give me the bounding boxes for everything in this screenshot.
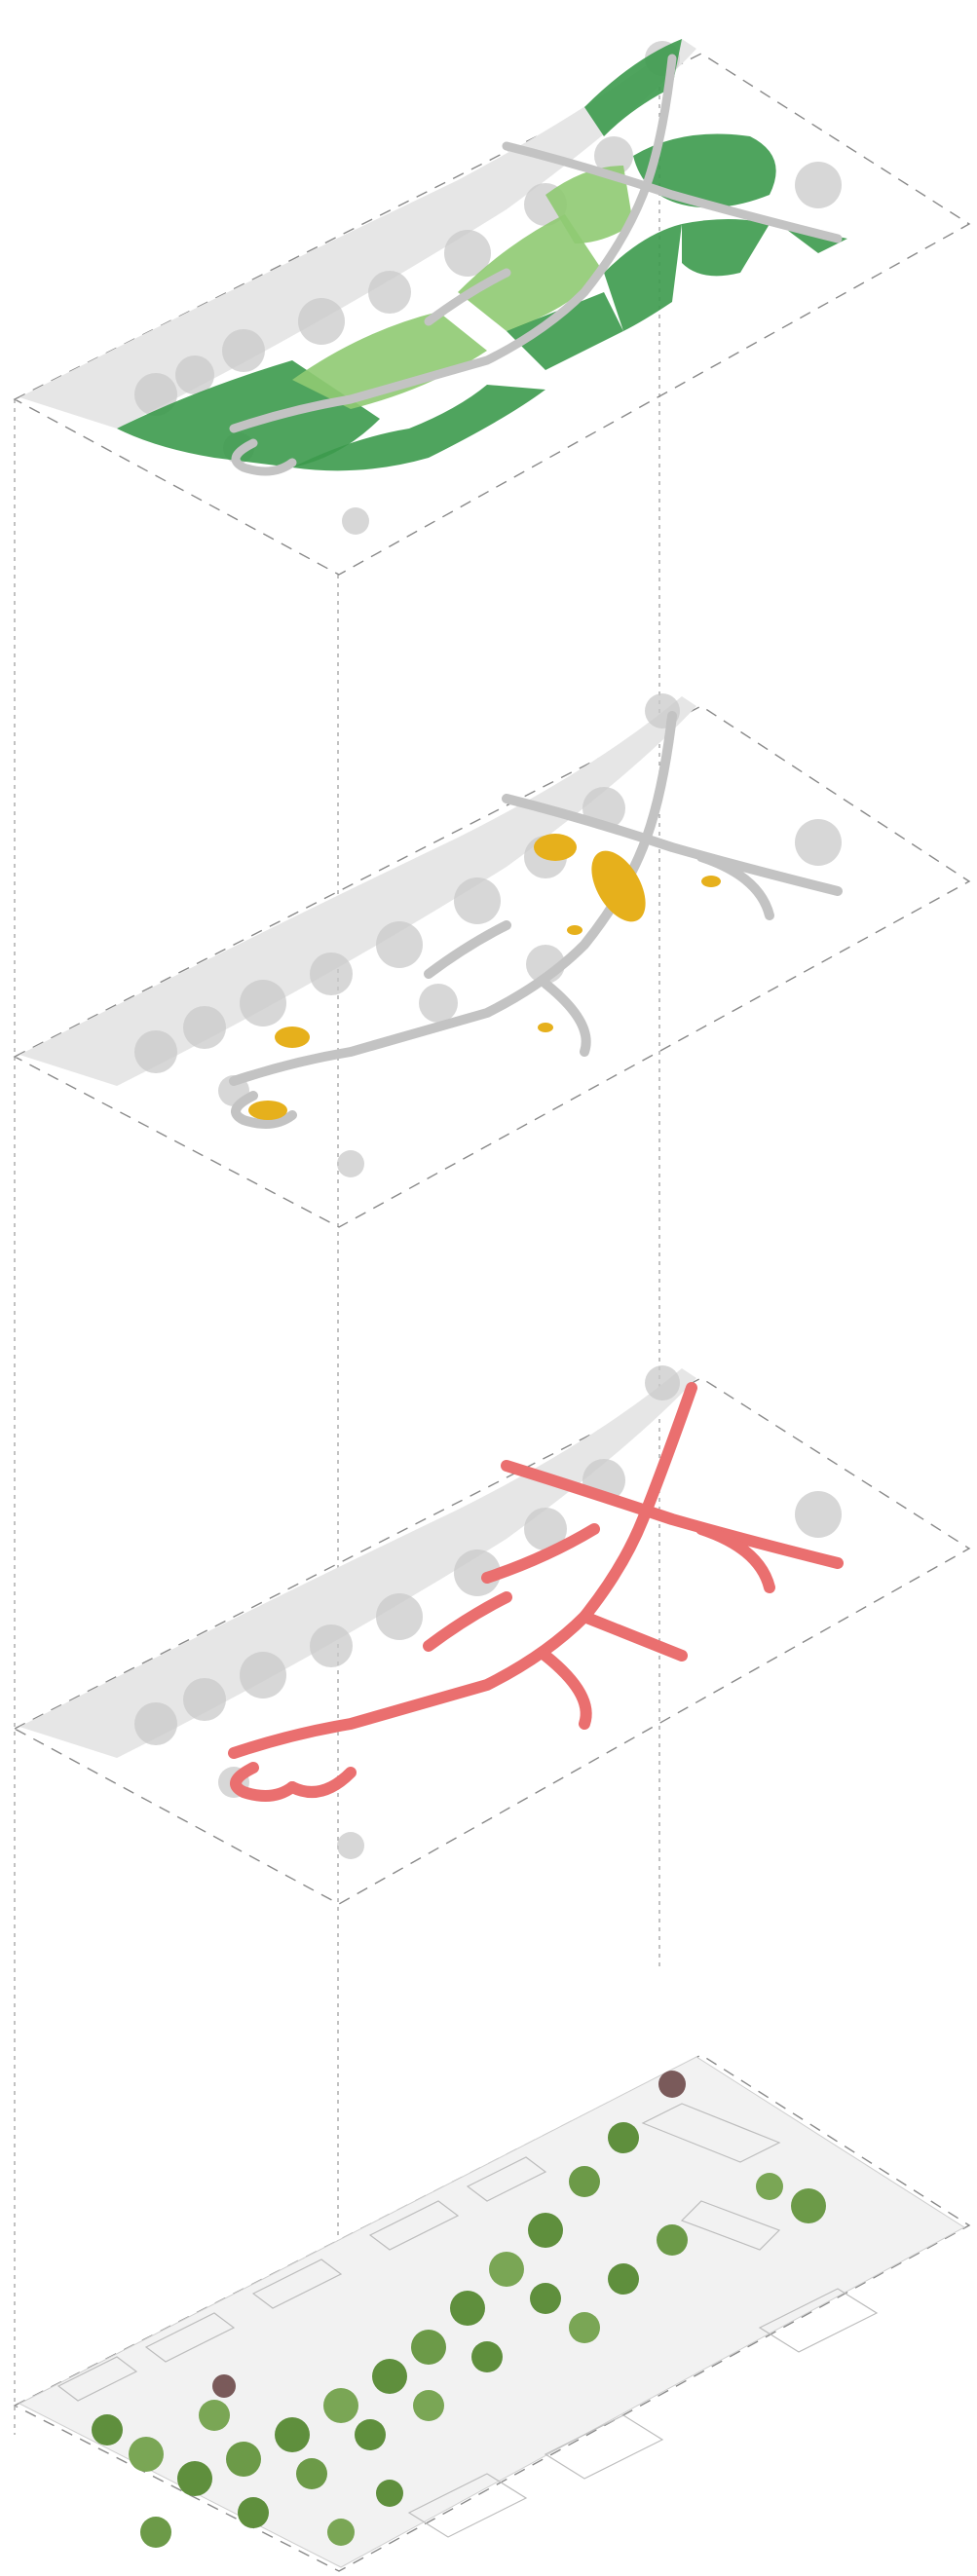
tree-canopy (134, 693, 842, 1177)
plaza-patches (248, 834, 721, 1120)
layer-connectors (14, 78, 660, 2552)
path-network-grey (229, 54, 843, 476)
layer-paths (13, 1365, 971, 1905)
layer-plazas (13, 693, 971, 1228)
layer-green-spaces (13, 39, 971, 576)
path-network-grey (229, 711, 843, 1129)
building-outlines (56, 2103, 879, 2538)
path-network-red (228, 1382, 844, 1802)
layer-site-plan (13, 2054, 971, 2572)
green-space-patches (117, 39, 847, 471)
site-trees (92, 2071, 826, 2548)
